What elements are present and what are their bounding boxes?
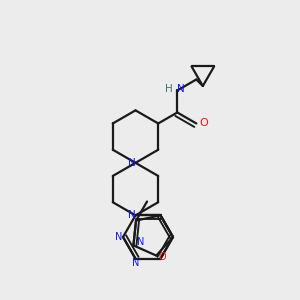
Text: O: O [158,252,166,262]
Text: N: N [128,158,135,168]
Text: N: N [132,258,139,268]
Text: H: H [165,85,173,94]
Text: N: N [137,237,144,248]
Text: N: N [128,210,135,220]
Text: N: N [115,232,123,242]
Text: N: N [177,85,185,94]
Text: O: O [199,118,208,128]
